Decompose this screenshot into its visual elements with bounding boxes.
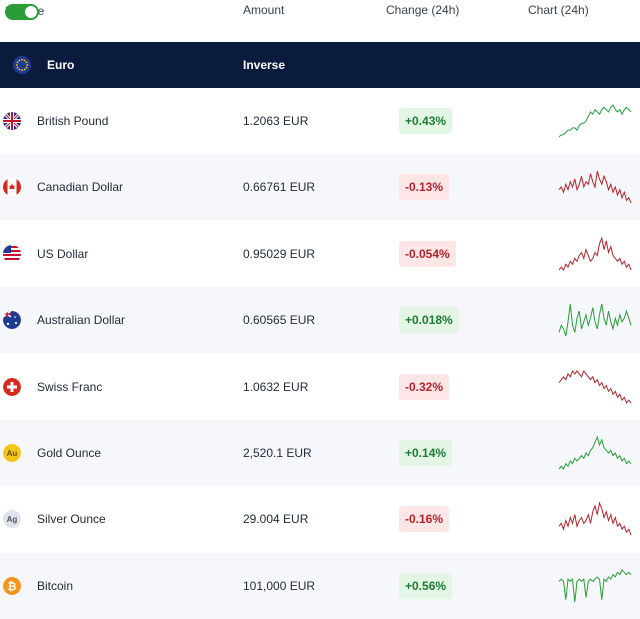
bitcoin-icon: ₿ bbox=[3, 576, 21, 595]
change-badge: -0.13% bbox=[399, 174, 450, 201]
sparkline-line bbox=[558, 435, 632, 470]
currency-amount: 0.66761 EUR bbox=[243, 180, 316, 195]
base-currency-name: Euro bbox=[47, 58, 75, 72]
currency-amount: 101,000 EUR bbox=[243, 578, 316, 593]
column-change: Change (24h) bbox=[386, 3, 460, 17]
silver-ounce-icon: Ag bbox=[3, 510, 21, 529]
currency-row[interactable]: US Dollar 0.95029 EUR -0.054% bbox=[0, 221, 640, 287]
currency-name[interactable]: British Pound bbox=[37, 114, 109, 128]
change-badge: -0.054% bbox=[399, 240, 456, 267]
eu-flag-icon bbox=[13, 56, 31, 74]
change-badge: -0.32% bbox=[399, 373, 450, 400]
base-currency-row: Euro Inverse bbox=[0, 42, 640, 88]
sparkline-chart[interactable] bbox=[556, 368, 634, 406]
sparkline-chart[interactable] bbox=[556, 168, 634, 206]
column-amount: Amount bbox=[243, 3, 285, 17]
sparkline-chart[interactable] bbox=[556, 235, 634, 273]
currency-row[interactable]: ₿ Bitcoin 101,000 EUR +0.56% bbox=[0, 552, 640, 619]
sparkline-line bbox=[558, 236, 632, 271]
swiss-flag-icon bbox=[3, 377, 21, 396]
sparkline-line bbox=[558, 501, 632, 536]
currency-amount: 0.60565 EUR bbox=[243, 313, 316, 328]
inverse-toggle[interactable] bbox=[5, 4, 39, 20]
currency-amount: 1.0632 EUR bbox=[243, 379, 309, 394]
currency-name[interactable]: US Dollar bbox=[37, 246, 89, 261]
sparkline-line bbox=[558, 304, 632, 337]
currency-row[interactable]: British Pound 1.2063 EUR +0.43% bbox=[0, 88, 640, 154]
change-badge: +0.56% bbox=[399, 572, 453, 599]
base-inverse-link[interactable]: Inverse bbox=[243, 58, 286, 72]
sparkline-line bbox=[558, 171, 632, 204]
sparkline-chart[interactable] bbox=[556, 102, 634, 140]
currency-name[interactable]: Gold Ounce bbox=[37, 446, 102, 460]
us-flag-icon bbox=[3, 244, 21, 263]
svg-text:₿: ₿ bbox=[8, 581, 17, 593]
sparkline-chart[interactable] bbox=[556, 434, 634, 472]
uk-flag-icon bbox=[3, 112, 21, 130]
change-badge: +0.018% bbox=[399, 307, 459, 334]
currency-row[interactable]: Canadian Dollar 0.66761 EUR -0.13% bbox=[0, 154, 640, 221]
sparkline-chart[interactable] bbox=[556, 500, 634, 538]
sparkline-line bbox=[558, 104, 632, 138]
gold-ounce-icon: Au bbox=[3, 444, 21, 462]
currency-row[interactable]: Ag Silver Ounce 29.004 EUR -0.16% bbox=[0, 486, 640, 552]
canada-flag-icon bbox=[3, 178, 21, 197]
currency-row[interactable]: Australian Dollar 0.60565 EUR +0.018% bbox=[0, 287, 640, 354]
change-badge: +0.14% bbox=[399, 440, 453, 466]
currency-name[interactable]: Silver Ounce bbox=[37, 512, 106, 527]
change-badge: -0.16% bbox=[399, 506, 450, 533]
currency-row[interactable]: Swiss Franc 1.0632 EUR -0.32% bbox=[0, 354, 640, 420]
svg-text:Ag: Ag bbox=[7, 515, 18, 524]
sparkline-chart[interactable] bbox=[556, 567, 634, 605]
svg-text:Au: Au bbox=[7, 449, 18, 458]
currency-amount: 29.004 EUR bbox=[243, 512, 309, 527]
currency-name[interactable]: Bitcoin bbox=[37, 578, 74, 593]
currency-row[interactable]: Au Gold Ounce 2,520.1 EUR +0.14% bbox=[0, 420, 640, 486]
australia-flag-icon bbox=[3, 311, 21, 330]
currency-name[interactable]: Australian Dollar bbox=[37, 313, 126, 328]
currency-amount: 0.95029 EUR bbox=[243, 246, 316, 261]
column-chart: Chart (24h) bbox=[528, 3, 589, 17]
currency-amount: 1.2063 EUR bbox=[243, 114, 309, 128]
currency-name[interactable]: Swiss Franc bbox=[37, 379, 103, 394]
currency-amount: 2,520.1 EUR bbox=[243, 446, 312, 460]
currency-name[interactable]: Canadian Dollar bbox=[37, 180, 124, 195]
sparkline-line bbox=[558, 369, 632, 404]
change-badge: +0.43% bbox=[399, 108, 453, 134]
column-header-bar: Inverse Amount Change (24h) Chart (24h) bbox=[0, 0, 640, 42]
sparkline-chart[interactable] bbox=[556, 301, 634, 339]
sparkline-line bbox=[558, 568, 632, 602]
